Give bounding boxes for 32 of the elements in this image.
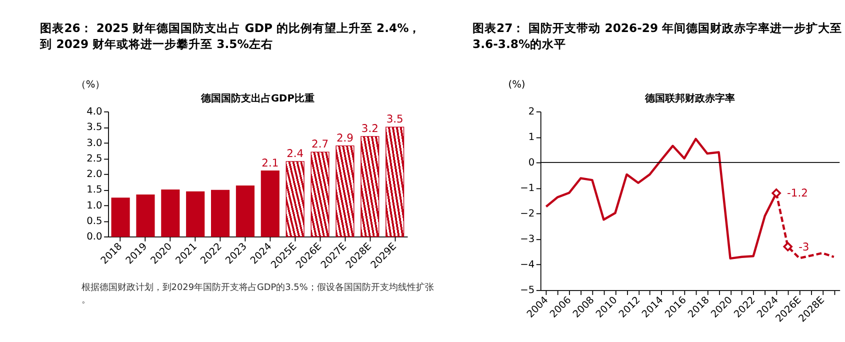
- data-label: 2.9: [336, 131, 354, 144]
- y-tick-label: −1: [520, 183, 535, 194]
- data-label: 3.2: [361, 122, 378, 135]
- y-tick-label: −4: [520, 260, 535, 271]
- y-tick-label: 4.0: [86, 106, 102, 118]
- y-tick-label: 1.0: [86, 200, 102, 212]
- y-tick-label: −5: [520, 285, 535, 296]
- data-label: 2.4: [286, 146, 304, 160]
- text: 根据德国财政计划，到2029年国防开支将占GDP的3.5%；假设各国国防开支均线性扩张。: [81, 282, 434, 306]
- data-label: -3: [798, 240, 810, 254]
- y-tick-label: 3.0: [86, 138, 102, 149]
- y-tick-label: 3.5: [86, 122, 102, 134]
- y-tick-label: −3: [520, 234, 535, 246]
- y-tick-label: 0.0: [86, 232, 102, 243]
- data-label: 3.5: [386, 112, 404, 126]
- chart-subtitle: 德国国防支出占GDP比重: [200, 92, 314, 105]
- y-axis-title: （%）: [76, 79, 106, 90]
- y-tick-label: 2.5: [86, 153, 102, 164]
- y-tick-label: 2: [528, 106, 535, 118]
- y-tick-label: 0.5: [86, 216, 102, 227]
- y-tick-label: 1: [528, 132, 535, 144]
- chart-title: 图表26： 2025 财年德国国防支出占 GDP 的比例有望上升至 2.4%，到 2029 财年或将进一步攀升至 3.5%左右: [39, 20, 421, 51]
- data-label: 2.1: [262, 156, 279, 170]
- data-label: 2.7: [312, 138, 329, 151]
- data-label: -1.2: [787, 186, 808, 200]
- chart-subtitle: 德国联邦财政赤字率: [644, 92, 736, 105]
- y-tick-label: 1.5: [86, 184, 102, 196]
- y-tick-label: 2.0: [86, 169, 102, 180]
- chart-title: 图表27： 国防开支带动 2026-29 年间德国财政赤字率进一步扩大至 3.6-3.8%的水平: [472, 20, 842, 51]
- y-tick-label: −2: [520, 208, 535, 220]
- y-axis-title: (%): [508, 79, 526, 90]
- y-tick-label: 0: [528, 158, 535, 169]
